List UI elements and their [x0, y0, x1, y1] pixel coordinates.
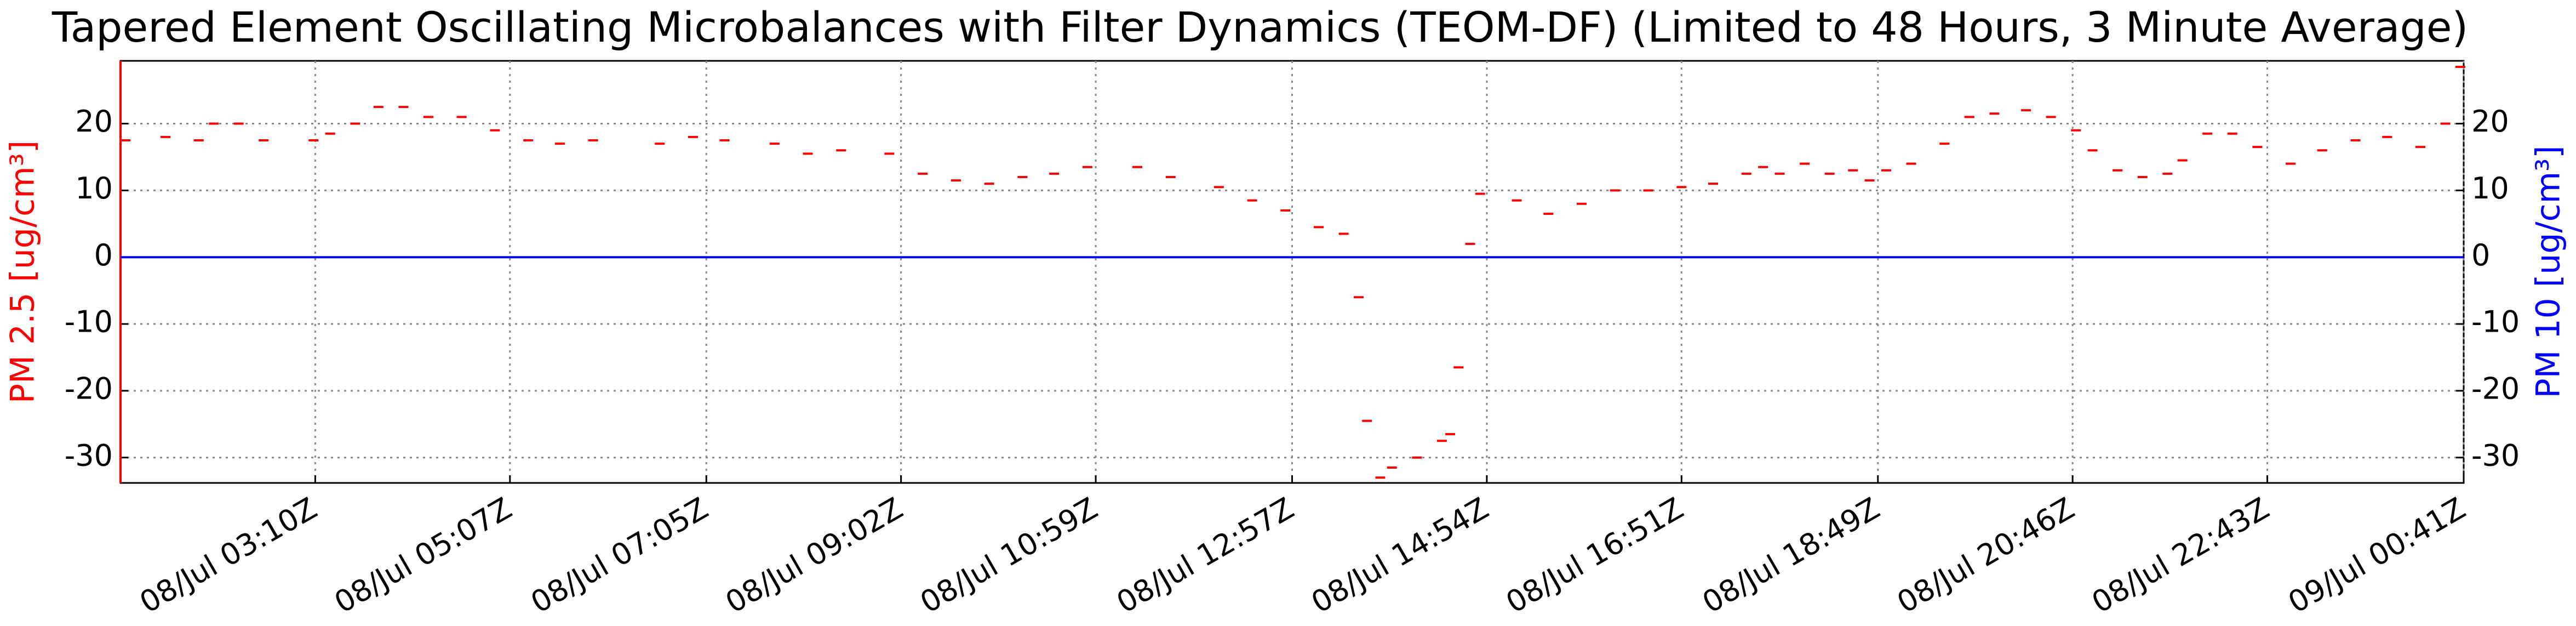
x-tick-label: 08/Jul 12:57Z	[1110, 491, 1300, 619]
x-tick-label: 09/Jul 00:41Z	[2282, 491, 2471, 619]
y-tick-label: -10	[65, 305, 113, 339]
y2-tick-label: 10	[2471, 171, 2509, 206]
x-tick-label: 08/Jul 18:49Z	[1697, 491, 1886, 619]
y2-tick-label: -10	[2471, 305, 2520, 339]
y2-tick-label: -20	[2471, 372, 2520, 406]
y2-tick-label: 20	[2471, 104, 2509, 139]
series	[121, 65, 2465, 479]
chart-title: Tapered Element Oscillating Microbalance…	[51, 3, 2468, 52]
y-tick-label: 0	[94, 238, 113, 272]
y-tick-label: -20	[65, 372, 113, 406]
y2-tick-label: 0	[2471, 238, 2490, 272]
x-tick-label: 08/Jul 16:51Z	[1500, 491, 1689, 619]
y2-tick-label: -30	[2471, 438, 2520, 473]
x-tick-label: 08/Jul 05:07Z	[329, 491, 518, 619]
y-tick-label: -30	[65, 438, 113, 473]
y2-axis-label: PM 10 [ug/cm³]	[2529, 145, 2568, 398]
y-tick-label: 10	[75, 171, 113, 206]
x-tick-label: 08/Jul 09:02Z	[720, 491, 909, 619]
x-tick-label: 08/Jul 20:46Z	[1891, 491, 2080, 619]
x-tick-label: 08/Jul 10:59Z	[914, 491, 1103, 619]
y-axis-label: PM 2.5 [ug/cm³]	[4, 140, 42, 403]
x-tick-label: 08/Jul 14:54Z	[1306, 491, 1495, 619]
x-tick-label: 08/Jul 22:43Z	[2086, 491, 2275, 619]
x-tick-label: 08/Jul 07:05Z	[525, 491, 714, 619]
y-tick-label: 20	[75, 104, 113, 139]
x-tick-label: 08/Jul 03:10Z	[134, 491, 323, 619]
